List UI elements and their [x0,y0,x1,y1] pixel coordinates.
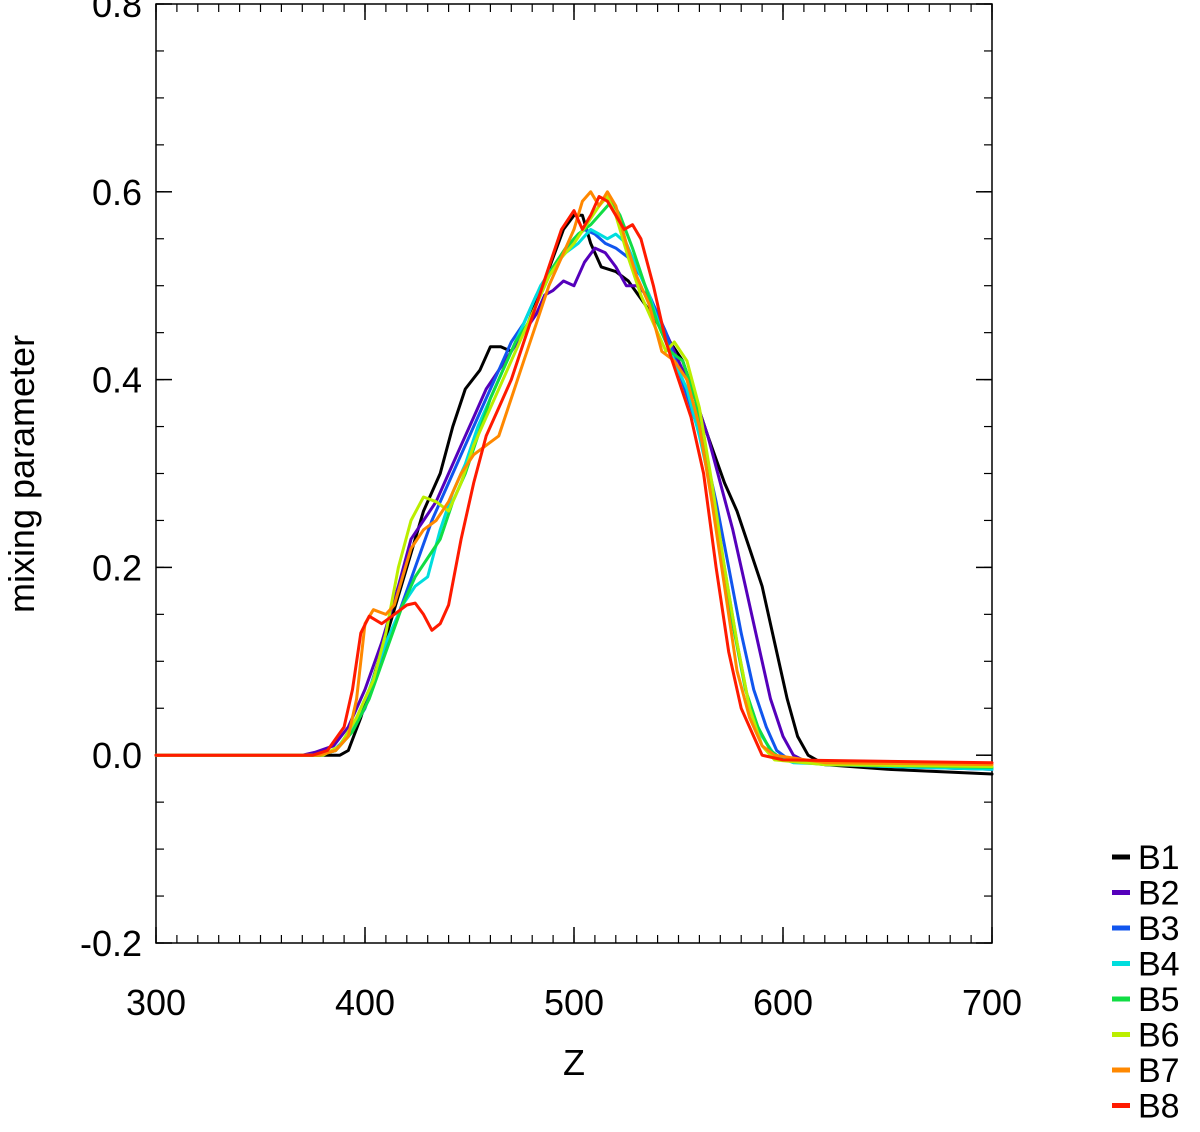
series-line-b3 [154,227,994,771]
series-line-b4 [154,227,994,771]
x-tick-labels: 300 400 500 600 700 [126,982,1022,1023]
x-tick-label: 300 [126,982,186,1023]
series-line-b6 [154,195,994,768]
x-tick-label: 600 [753,982,813,1023]
minor-ticks [155,3,993,944]
y-tick-label: 0.2 [92,547,142,588]
x-tick-label: 400 [335,982,395,1023]
y-axis-title: mixing parameter [1,335,42,613]
legend-label-b8: B8 [1138,1088,1180,1126]
series-line-b7 [154,190,994,767]
legend-label-b4: B4 [1138,946,1180,984]
y-tick-label: 0.6 [92,172,142,213]
y-tick-labels: -0.2 0.0 0.2 0.4 0.6 0.8 [80,0,142,964]
series-line-b1 [154,213,994,776]
major-ticks [155,3,993,944]
legend-label-b7: B7 [1138,1052,1180,1090]
y-tick-label: 0.4 [92,360,142,401]
plot-frame [155,3,993,944]
x-tick-label: 700 [962,982,1022,1023]
y-tick-label: 0.8 [92,0,142,25]
series-layer [154,190,994,776]
series-line-b2 [154,246,994,771]
legend-label-b5: B5 [1138,981,1180,1019]
legend-label-b1: B1 [1138,839,1180,877]
x-tick-label: 500 [544,982,604,1023]
x-axis-title: Z [563,1042,585,1083]
series-line-b8 [154,195,994,765]
legend-label-b3: B3 [1138,910,1180,948]
y-tick-label: 0.0 [92,735,142,776]
legend-label-b2: B2 [1138,875,1180,913]
y-tick-label: -0.2 [80,923,142,964]
legend-label-b6: B6 [1138,1017,1180,1055]
